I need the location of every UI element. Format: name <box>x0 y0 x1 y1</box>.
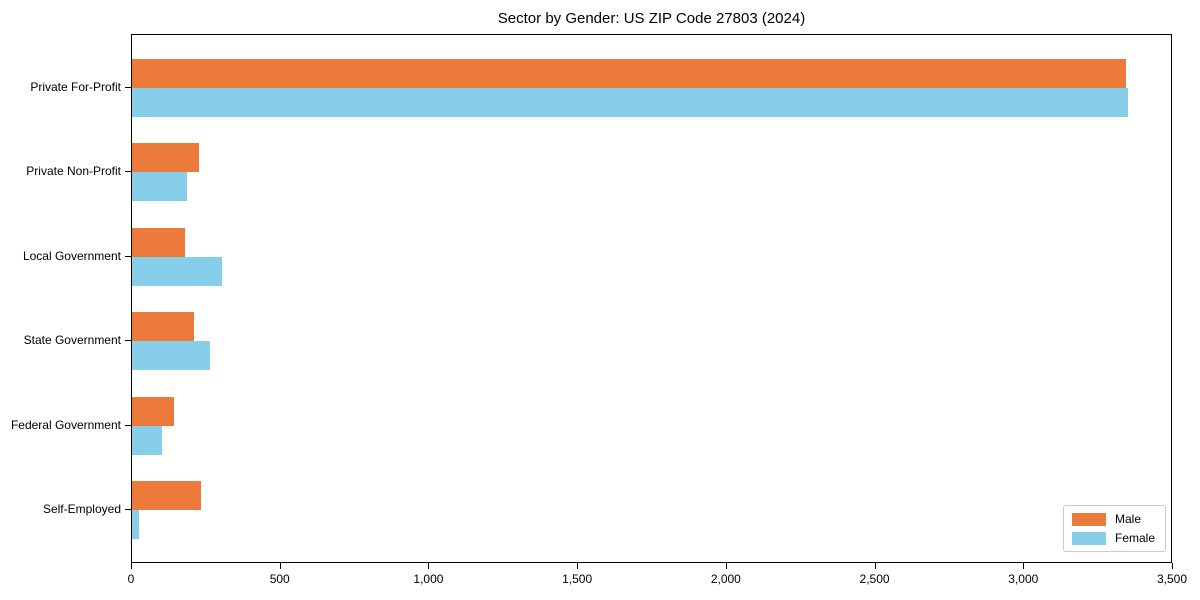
y-tick-label-self-employed: Self-Employed <box>42 502 121 516</box>
male-color-swatch-icon <box>1071 512 1106 526</box>
x-tick-label-3500: 3,500 <box>1156 572 1188 586</box>
legend-label-female: Female <box>1114 531 1155 545</box>
bar-male-federal-government <box>132 396 175 426</box>
female-color-swatch-icon <box>1071 531 1106 545</box>
y-tick-mark <box>125 171 131 173</box>
chart-title: Sector by Gender: US ZIP Code 27803 (202… <box>497 10 806 27</box>
x-tick-mark <box>428 563 430 569</box>
x-tick-label-1000: 1,000 <box>413 572 444 586</box>
plot-area: Male Female <box>131 34 1172 563</box>
bar-female-local-government <box>132 256 222 286</box>
x-tick-label-2000: 2,000 <box>710 572 741 586</box>
x-tick-mark <box>725 563 727 569</box>
y-tick-mark <box>125 509 131 510</box>
x-tick-mark <box>1023 563 1025 569</box>
bar-female-federal-government <box>132 425 162 455</box>
bar-male-private-non-profit <box>132 143 199 173</box>
y-tick-label-local-government: Local Government <box>22 248 121 263</box>
bar-male-local-government <box>132 227 186 257</box>
bar-male-self-employed <box>132 481 201 510</box>
y-tick-label-state-government: State Government <box>23 333 121 348</box>
x-tick-mark <box>577 563 579 569</box>
y-tick-label-private-for-profit: Private For-Profit <box>30 80 121 94</box>
bar-female-private-non-profit <box>132 172 187 202</box>
bar-female-self-employed <box>132 510 140 539</box>
y-tick-mark <box>125 255 131 257</box>
y-tick-label-private-non-profit: Private Non-Profit <box>26 164 121 179</box>
y-tick-label-federal-government: Federal Government <box>10 417 121 432</box>
y-tick-mark <box>125 424 131 426</box>
x-tick-label-1500: 1,500 <box>562 572 593 586</box>
x-tick-mark <box>279 563 281 569</box>
legend-label-male: Male <box>1114 512 1141 526</box>
x-tick-mark <box>874 563 876 569</box>
x-tick-label-2500: 2,500 <box>859 572 890 586</box>
x-tick-mark <box>1172 563 1173 569</box>
bar-female-state-government <box>132 341 211 371</box>
bar-female-private-for-profit <box>132 88 1128 117</box>
legend-item-female: Female <box>1071 531 1155 545</box>
x-tick-label-0: 0 <box>127 572 135 586</box>
bar-male-state-government <box>132 312 195 342</box>
x-tick-label-500: 500 <box>269 572 290 586</box>
x-tick-label-3000: 3,000 <box>1008 572 1039 586</box>
x-tick-mark <box>131 563 132 569</box>
y-tick-mark <box>125 87 131 88</box>
bar-male-private-for-profit <box>132 59 1127 88</box>
y-tick-mark <box>125 340 131 342</box>
legend-item-male: Male <box>1071 512 1155 526</box>
legend: Male Female <box>1062 505 1166 552</box>
